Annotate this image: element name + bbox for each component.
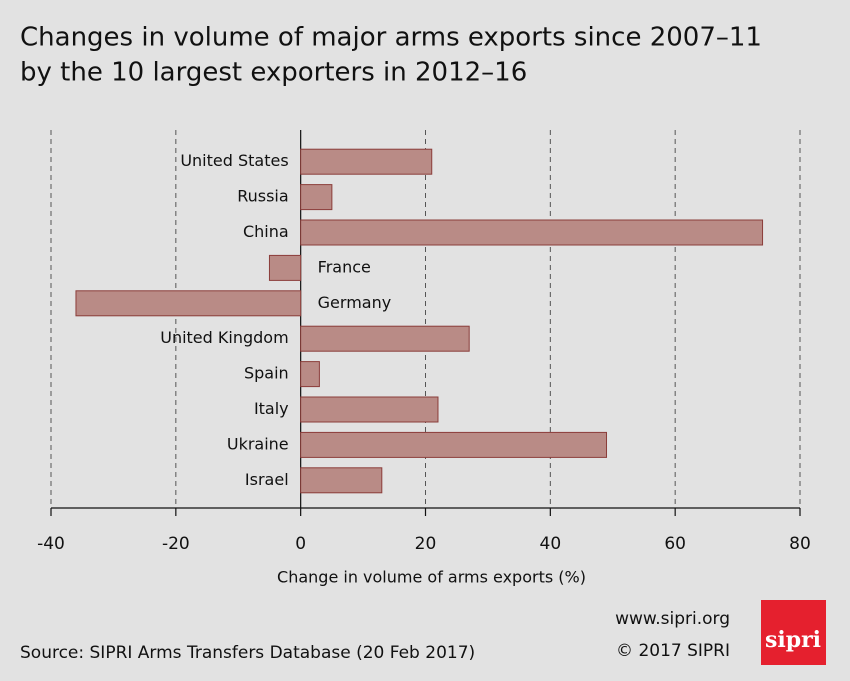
bar [300,219,764,246]
chart-title: by the 10 largest exporters in 2012–16 [20,58,527,88]
bar [75,290,302,317]
url: www.sipri.org [615,609,730,629]
logo-box [761,600,826,665]
source: Source: SIPRI Arms Transfers Database (2… [20,643,475,663]
copyright: © 2017 SIPRI [616,641,730,661]
x-tick-label: -40 [37,534,65,554]
x-tick-label: 40 [540,534,562,554]
bar [300,325,470,352]
category-label: Germany [318,293,392,312]
x-tick-label: -20 [162,534,190,554]
bar [300,184,333,211]
x-axis-label: Change in volume of arms exports (%) [277,568,586,587]
category-label: United Kingdom [160,328,288,347]
chart-title: Changes in volume of major arms exports … [20,23,762,53]
x-tick-label: 60 [664,534,686,554]
bar [300,431,608,458]
logo: sipri [765,627,821,653]
category-label: Israel [245,470,289,489]
bar [300,361,320,388]
category-label: Spain [244,364,289,383]
bar [300,396,439,423]
category-label: Russia [237,187,288,206]
bar [300,467,383,494]
category-label: United States [180,151,288,170]
x-tick-label: 0 [295,534,306,554]
bar [268,254,302,281]
x-tick-label: 20 [415,534,437,554]
bar [300,148,433,175]
category-label: Italy [254,399,289,418]
x-tick-label: 80 [789,534,811,554]
category-label: France [318,257,371,276]
category-label: Ukraine [227,434,289,453]
category-label: China [243,222,289,241]
